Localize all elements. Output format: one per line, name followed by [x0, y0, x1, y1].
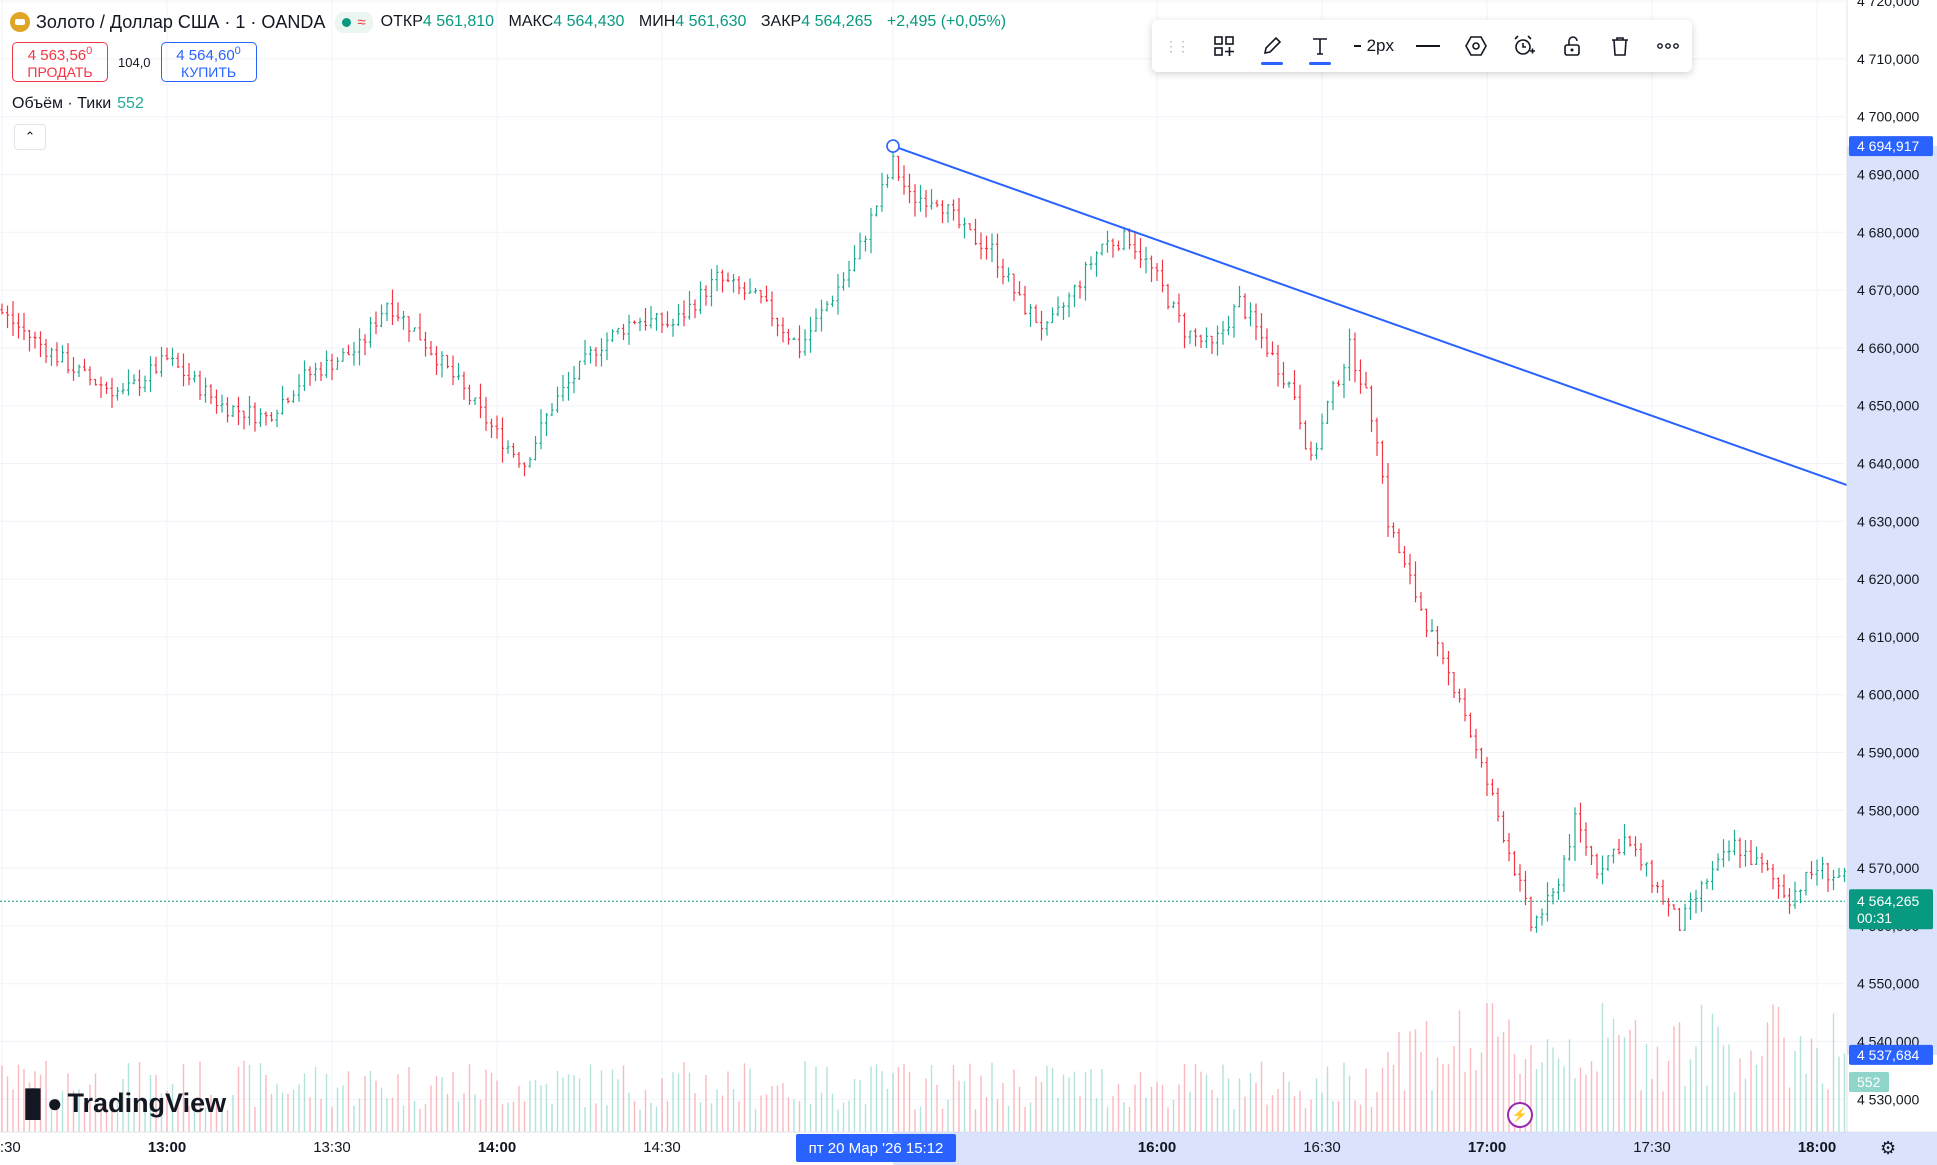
buy-price-fraction: 0: [234, 44, 241, 57]
tradingview-logo-icon: ▐▌●: [16, 1088, 63, 1118]
high-value: 4 564,430: [553, 13, 625, 30]
price-tick-label: 4 680,000: [1857, 224, 1919, 240]
trend-end-price-label: 4 537,684: [1857, 1047, 1919, 1063]
price-tick-label: 4 640,000: [1857, 456, 1919, 472]
trend-end-price-label-bg: [1849, 1044, 1933, 1065]
last-price-label-bg: [1849, 889, 1933, 930]
time-tick-label: 14:00: [478, 1139, 516, 1156]
settings-hex-icon[interactable]: [1462, 29, 1490, 63]
trendline-start-handle: [886, 139, 900, 153]
price-tick-label: 4 590,000: [1857, 745, 1919, 761]
price-tick-label: 4 570,000: [1857, 860, 1919, 876]
trash-icon[interactable]: [1606, 29, 1634, 63]
price-tick-label: 4 670,000: [1857, 282, 1919, 298]
time-start-label-bg: [796, 1134, 956, 1162]
trade-panel: 4 563,560 ПРОДАТЬ 104,0 4 564,600 КУПИТЬ: [12, 42, 257, 82]
price-tick-label: 4 710,000: [1857, 51, 1919, 67]
price-tick-label: 4 660,000: [1857, 340, 1919, 356]
price-tick-label: 4 580,000: [1857, 802, 1919, 818]
last-price-label: 4 564,265: [1857, 893, 1919, 909]
low-label: МИН: [638, 13, 676, 30]
symbol-header: Золото / Доллар США · 1 · OANDA ≈ ОТКР4 …: [10, 8, 1016, 36]
collapse-legend-button[interactable]: ⌃: [14, 124, 46, 150]
line-width-icon: [1354, 45, 1361, 47]
spread-value: 104,0: [118, 54, 151, 70]
volume-last-label: 552: [1857, 1074, 1881, 1090]
candles: [0, 147, 1937, 953]
buy-button[interactable]: 4 564,600 КУПИТЬ: [160, 42, 257, 82]
line-width-label: 2px: [1366, 36, 1394, 55]
countdown-label: 00:31: [1857, 910, 1892, 926]
line-style-icon[interactable]: [1414, 29, 1442, 63]
lightning-icon[interactable]: ⚡: [1507, 1102, 1533, 1128]
volume-value: 552: [117, 95, 144, 112]
price-tick-label: 4 650,000: [1857, 398, 1919, 414]
wave-icon: ≈: [357, 13, 366, 31]
buy-label: КУПИТЬ: [181, 63, 237, 80]
volume-bars: [1, 1003, 1934, 1132]
trend-start-price-label: 4 694,917: [1857, 138, 1919, 154]
volume-legend[interactable]: Объём · Тики 552: [12, 95, 144, 113]
line-width-button[interactable]: 2px: [1354, 29, 1394, 63]
change-value: +2,495 (+0,05%): [886, 13, 1007, 30]
tradingview-wordmark: TradingView: [67, 1088, 227, 1118]
drawing-toolbar: ⋮⋮ 2px: [1152, 20, 1692, 72]
price-tick-label: 4 690,000: [1857, 167, 1919, 183]
more-icon[interactable]: [1654, 29, 1682, 63]
open-label: ОТКР: [380, 13, 423, 30]
time-tick-label: 13:30: [313, 1139, 351, 1156]
alert-add-icon[interactable]: [1510, 29, 1538, 63]
close-label: ЗАКР: [760, 13, 802, 30]
time-tick-label: 16:30: [1303, 1139, 1341, 1156]
time-tick-label: 12:30: [0, 1139, 21, 1156]
drag-handle-icon[interactable]: ⋮⋮: [1164, 37, 1190, 54]
time-axis[interactable]: :0012:3013:0013:3014:0014:3016:0016:3017…: [0, 1131, 1937, 1165]
text-icon[interactable]: [1306, 29, 1334, 65]
price-tick-label: 4 620,000: [1857, 571, 1919, 587]
market-status-badge[interactable]: ≈: [335, 11, 373, 33]
sell-label: ПРОДАТЬ: [27, 63, 93, 80]
grid: [0, 0, 1845, 1132]
price-tick-label: 4 550,000: [1857, 976, 1919, 992]
symbol-title[interactable]: Золото / Доллар США · 1 · OANDA: [36, 11, 326, 32]
time-axis-range-highlight: [893, 1132, 1937, 1165]
unlock-icon[interactable]: [1558, 29, 1586, 63]
open-value: 4 561,810: [422, 13, 495, 30]
gear-icon[interactable]: ⚙: [1880, 1138, 1897, 1158]
time-tick-label: 14:30: [643, 1139, 681, 1156]
price-tick-label: 4 610,000: [1857, 629, 1919, 645]
price-tick-label: 4 630,000: [1857, 513, 1919, 529]
pencil-icon[interactable]: [1258, 29, 1286, 65]
close-value: 4 564,265: [801, 13, 873, 30]
low-value: 4 561,630: [675, 13, 747, 30]
volume-last-label-bg: [1849, 1072, 1889, 1092]
trendline-segment: [892, 145, 1937, 519]
sell-price-fraction: 0: [86, 44, 93, 57]
price-tick-label: 4 720,000: [1857, 0, 1919, 9]
time-tick-label: 17:00: [1468, 1139, 1506, 1156]
time-tick-label: 17:30: [1633, 1139, 1671, 1156]
trend-start-price-label-bg: [1849, 136, 1933, 157]
price-tick-label: 4 530,000: [1857, 1091, 1919, 1107]
price-tick-label: 4 600,000: [1857, 687, 1919, 703]
tradingview-logo[interactable]: ▐▌● TradingView: [16, 1088, 226, 1119]
trendline[interactable]: [886, 139, 1937, 1061]
sell-button[interactable]: 4 563,560 ПРОДАТЬ: [12, 42, 108, 82]
chevron-up-icon: ⌃: [24, 129, 36, 144]
high-label: МАКС: [508, 13, 554, 30]
ohlc-values: ОТКР4 561,810 МАКС4 564,430 МИН4 561,630…: [381, 13, 1016, 31]
time-tick-label: 18:00: [1798, 1139, 1836, 1156]
time-tick-label: 13:00: [148, 1139, 186, 1156]
time-tick-label: 16:00: [1138, 1139, 1176, 1156]
gold-coin-icon: [10, 12, 30, 32]
object-tree-icon[interactable]: [1210, 29, 1238, 63]
sell-price: 4 563,56: [27, 46, 87, 64]
time-start-label: пт 20 Мар '26 15:12: [809, 1140, 944, 1157]
buy-price: 4 564,60: [176, 46, 235, 64]
volume-label: Объём · Тики: [12, 95, 112, 112]
market-open-icon: [342, 17, 352, 27]
price-tick-label: 4 700,000: [1857, 109, 1919, 125]
